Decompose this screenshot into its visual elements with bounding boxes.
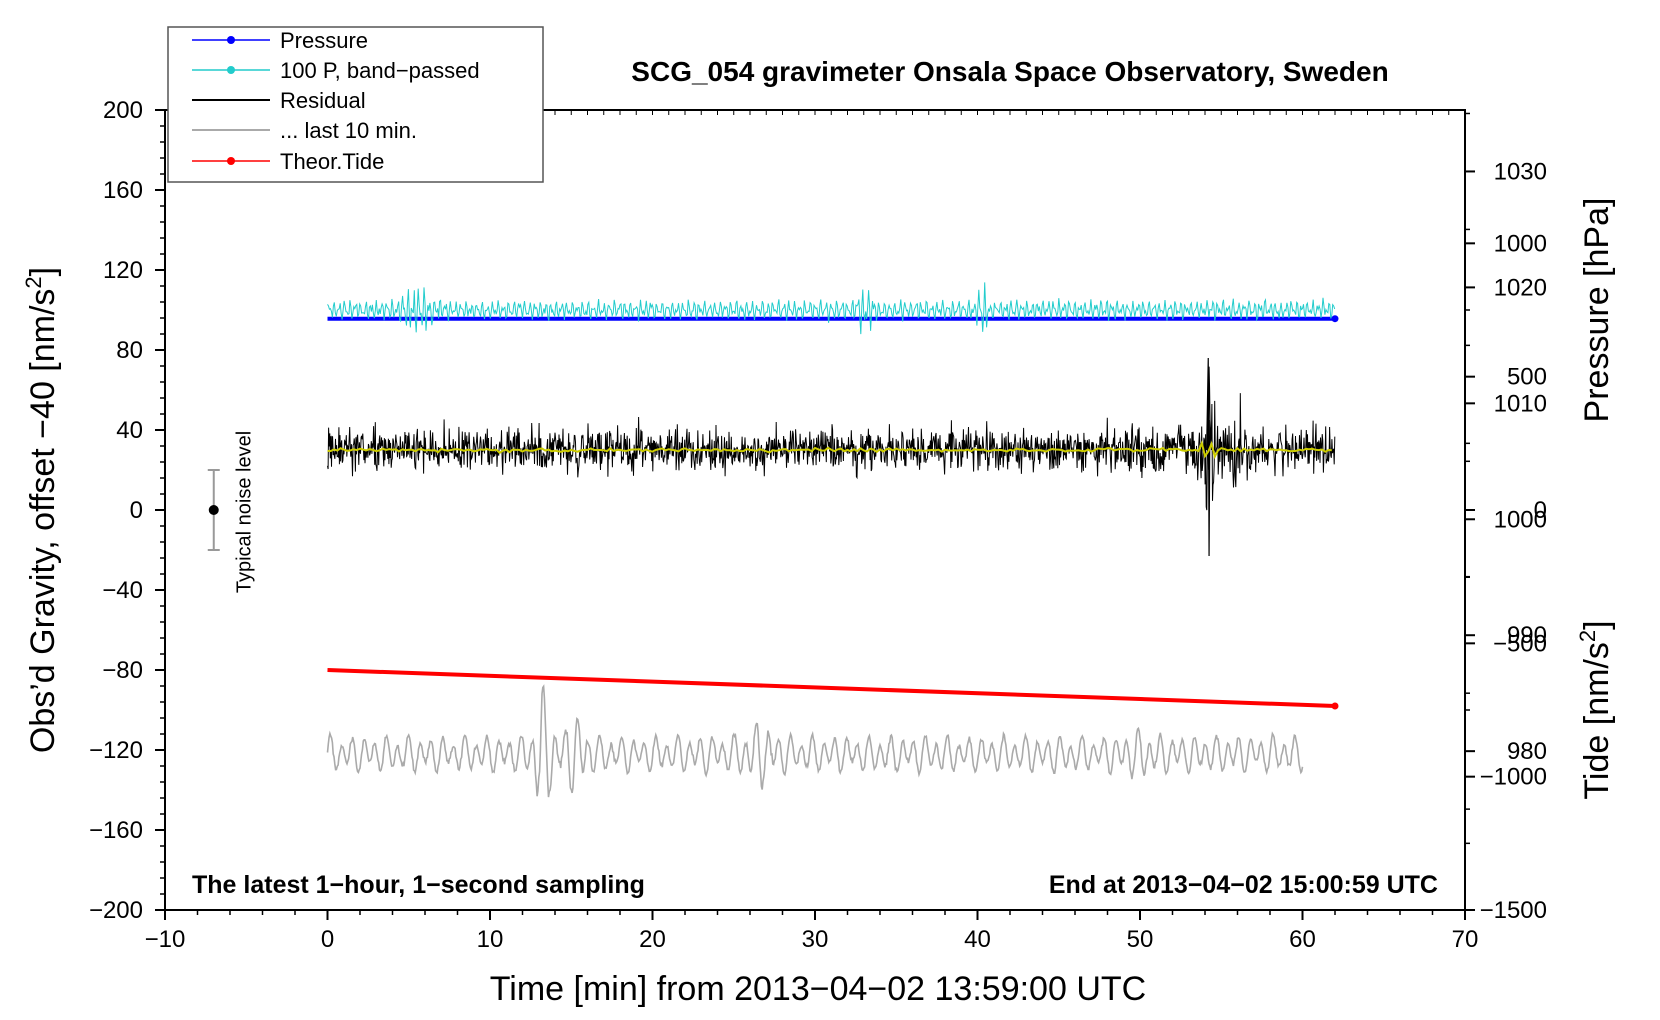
bandpassed-line bbox=[327, 282, 1336, 335]
legend-marker-pressure bbox=[227, 36, 235, 44]
legend-label-bandpassed: 100 P, band−passed bbox=[280, 58, 480, 83]
y-axis-title-left-end: ] bbox=[24, 267, 62, 276]
legend-label-pressure: Pressure bbox=[280, 28, 368, 53]
legend-marker-tide bbox=[227, 157, 235, 165]
y-tide-tick-label: −500 bbox=[1493, 630, 1547, 657]
x-tick-label: 60 bbox=[1289, 926, 1316, 953]
y-left-tick-label: 80 bbox=[116, 337, 143, 364]
x-tick-label: 30 bbox=[802, 926, 829, 953]
y-tide-tick-label: 500 bbox=[1507, 364, 1547, 391]
y-axis-title-pressure: Pressure [hPa] bbox=[1578, 198, 1616, 423]
y-left-tick-label: 40 bbox=[116, 417, 143, 444]
legend: Pressure 100 P, band−passed Residual ...… bbox=[167, 26, 544, 183]
last10-line bbox=[326, 684, 1304, 798]
noise-dot bbox=[208, 505, 219, 515]
noise-label: Typical noise level bbox=[233, 431, 255, 593]
x-tick-label: 0 bbox=[321, 926, 334, 953]
x-tick-label: 40 bbox=[964, 926, 991, 953]
y-left-tick-label: −120 bbox=[89, 737, 143, 764]
tide-line bbox=[327, 668, 1336, 708]
mean-line bbox=[327, 440, 1332, 460]
series-layer bbox=[326, 282, 1339, 798]
y-pressure-tick-label: 980 bbox=[1507, 738, 1547, 765]
y-pressure-tick-label: 990 bbox=[1507, 622, 1547, 649]
legend-item-last10: ... last 10 min. bbox=[192, 118, 417, 143]
y-tide-tick-label: −1000 bbox=[1480, 764, 1547, 791]
y-axis-title-tide-end: ] bbox=[1578, 620, 1616, 629]
chart-title: SCG_054 gravimeter Onsala Space Observat… bbox=[631, 56, 1388, 87]
y-tide-tick-label: 0 bbox=[1534, 497, 1547, 524]
y-left-tick-label: 120 bbox=[103, 257, 143, 284]
y-left-tick-label: −40 bbox=[102, 577, 143, 604]
y-tide-tick-label: −1500 bbox=[1480, 897, 1547, 924]
y-left-tick-label: −80 bbox=[102, 657, 143, 684]
y-pressure-tick-label: 1010 bbox=[1494, 390, 1547, 417]
y-axis-title-left: Obs’d Gravity, offset −40 [nm/s2] bbox=[21, 267, 62, 753]
legend-item-tide: Theor.Tide bbox=[192, 149, 384, 174]
legend-item-bandpassed: 100 P, band−passed bbox=[192, 58, 480, 83]
legend-label-tide: Theor.Tide bbox=[280, 149, 384, 174]
residual-spike bbox=[1206, 357, 1213, 557]
y-left-tick-label: −200 bbox=[89, 897, 143, 924]
legend-label-last10: ... last 10 min. bbox=[280, 118, 417, 143]
tide-end-marker bbox=[1331, 702, 1339, 710]
legend-item-pressure: Pressure bbox=[192, 28, 368, 53]
legend-marker-bandpassed bbox=[227, 66, 235, 74]
axes-layer: −10 0 10 20 30 40 50 60 70−200−160−120−80−400408… bbox=[89, 97, 1547, 953]
x-tick-label: 10 bbox=[477, 926, 504, 953]
legend-item-residual: Residual bbox=[192, 88, 366, 113]
y-axis-title-left-sup: 2 bbox=[21, 276, 46, 288]
pressure-end-marker bbox=[1331, 315, 1339, 323]
x-tick-label: 20 bbox=[639, 926, 666, 953]
x-tick-label: 70 bbox=[1452, 926, 1479, 953]
y-left-tick-label: 160 bbox=[103, 177, 143, 204]
y-axis-title-left-main: Obs’d Gravity, offset −40 [nm/s bbox=[24, 289, 62, 754]
y-left-tick-label: −160 bbox=[89, 817, 143, 844]
y-axis-title-tide-sup: 2 bbox=[1575, 630, 1600, 642]
y-left-tick-label: 200 bbox=[103, 97, 143, 124]
y-left-tick-label: 0 bbox=[130, 497, 143, 524]
legend-label-residual: Residual bbox=[280, 88, 366, 113]
x-axis-title: Time [min] from 2013−04−02 13:59:00 UTC bbox=[490, 970, 1146, 1008]
y-axis-title-tide: Tide [nm/s2] bbox=[1575, 620, 1616, 799]
residual-line bbox=[327, 366, 1336, 511]
y-pressure-tick-label: 1020 bbox=[1494, 274, 1547, 301]
note-left: The latest 1−hour, 1−second sampling bbox=[192, 871, 645, 899]
y-axis-title-tide-main: Tide [nm/s bbox=[1578, 642, 1616, 799]
x-tick-label: 50 bbox=[1127, 926, 1154, 953]
legend-box bbox=[167, 26, 544, 183]
note-right: End at 2013−04−02 15:00:59 UTC bbox=[1049, 871, 1438, 899]
noise-indicator: Typical noise level bbox=[207, 431, 255, 593]
x-tick-label: −10 bbox=[145, 926, 186, 953]
y-pressure-tick-label: 1000 bbox=[1494, 506, 1547, 533]
y-pressure-tick-label: 1030 bbox=[1494, 158, 1547, 185]
y-tide-tick-label: 1000 bbox=[1494, 230, 1547, 257]
